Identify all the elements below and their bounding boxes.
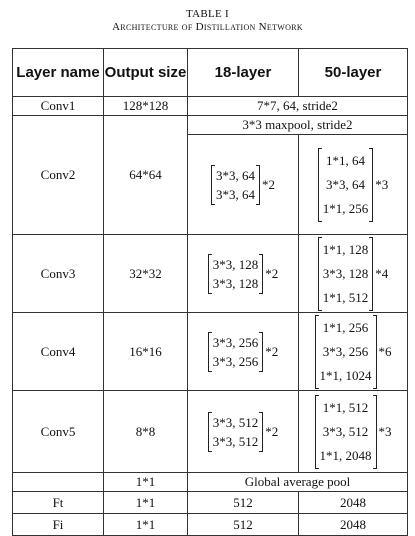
conv3-row: Conv3 32*32 3*3, 128 3*3, 128 *2 1*1, 128 3*3,… <box>12 234 408 313</box>
output-size-cell: 8*8 <box>103 390 188 473</box>
matrix-row: 1*1, 512 <box>322 399 369 415</box>
fi-row: Fi 1*1 512 2048 <box>12 513 408 536</box>
conv1-config-cell: 7*7, 64, stride2 <box>187 96 408 116</box>
block-matrix: 1*1, 128 3*3, 128 1*1, 512 *4 <box>317 236 389 311</box>
matrix-row: 3*3, 128 <box>322 265 369 281</box>
header-output-size: Output size <box>103 48 188 97</box>
matrix-row: 3*3, 256 <box>212 334 259 350</box>
matrix-row: 1*1, 64 <box>326 152 365 168</box>
block-50-layer-cell: 1*1, 512 3*3, 512 1*1, 2048 *3 <box>298 390 408 473</box>
matrix-row: 1*1, 256 <box>322 319 369 335</box>
layer-name-cell: Conv2 <box>12 115 104 235</box>
output-size-cell: 64*64 <box>103 115 188 235</box>
block-50-layer-cell: 1*1, 64 3*3, 64 1*1, 256 *3 <box>298 134 408 235</box>
output-size-cell: 32*32 <box>103 234 188 313</box>
layer-name-cell: Conv4 <box>12 312 104 391</box>
output-size-cell: 1*1 <box>103 491 188 514</box>
bracket-matrix: 1*1, 256 3*3, 256 1*1, 1024 <box>314 314 377 389</box>
table-label: TABLE I <box>185 8 230 20</box>
repeat-count: *4 <box>375 265 389 281</box>
repeat-count: *2 <box>265 343 279 359</box>
bracket-matrix: 1*1, 64 3*3, 64 1*1, 256 <box>317 147 374 222</box>
matrix-row: 3*3, 64 <box>216 186 255 202</box>
matrix-row: 1*1, 1024 <box>319 367 372 383</box>
conv1-row: Conv1 128*128 7*7, 64, stride2 <box>12 96 408 116</box>
matrix-row: 1*1, 128 <box>322 241 369 257</box>
value-18-layer-cell: 512 <box>187 513 299 536</box>
bracket-matrix: 1*1, 128 3*3, 128 1*1, 512 <box>317 236 374 311</box>
output-size-cell: 16*16 <box>103 312 188 391</box>
value-18-layer-cell: 512 <box>187 491 299 514</box>
matrix-row: 3*3, 128 <box>212 256 259 272</box>
value-50-layer-cell: 2048 <box>298 513 408 536</box>
matrix-row: 1*1, 512 <box>322 289 369 305</box>
matrix-row: 1*1, 2048 <box>319 447 372 463</box>
output-size-cell: 128*128 <box>103 96 188 116</box>
conv2-block-row: 3*3, 64 3*3, 64 *2 1*1, 64 3*3, 64 1*1, 256 *3 <box>13 134 408 235</box>
block-18-layer-cell: 3*3, 128 3*3, 128 *2 <box>187 234 299 313</box>
header-18-layer: 18-layer <box>187 48 299 97</box>
layer-name-cell: Conv5 <box>12 390 104 473</box>
block-18-layer-cell: 3*3, 256 3*3, 256 *2 <box>187 312 299 391</box>
repeat-count: *2 <box>265 265 279 281</box>
block-18-layer-cell: 3*3, 64 3*3, 64 *2 <box>187 134 299 235</box>
block-matrix: 1*1, 64 3*3, 64 1*1, 256 *3 <box>317 147 389 222</box>
layer-name-cell: Conv3 <box>12 234 104 313</box>
output-size-cell: 1*1 <box>103 472 188 492</box>
conv2-maxpool-row: Conv2 64*64 3*3 maxpool, stride2 <box>12 115 408 235</box>
ft-row: Ft 1*1 512 2048 <box>12 491 408 514</box>
table-title: Architecture of Distillation Network <box>112 21 303 33</box>
matrix-row: 3*3, 128 <box>212 275 259 291</box>
repeat-count: *2 <box>265 423 279 439</box>
matrix-row: 3*3, 256 <box>322 343 369 359</box>
repeat-count: *6 <box>378 343 392 359</box>
repeat-count: *3 <box>375 176 389 192</box>
global-pool-cell: Global average pool <box>187 472 408 492</box>
bracket-matrix: 3*3, 256 3*3, 256 <box>207 331 264 372</box>
block-50-layer-cell: 1*1, 128 3*3, 128 1*1, 512 *4 <box>298 234 408 313</box>
layer-name-cell: Ft <box>12 491 104 514</box>
header-layer-name: Layer name <box>12 48 104 97</box>
block-18-layer-cell: 3*3, 512 3*3, 512 *2 <box>187 390 299 473</box>
matrix-row: 3*3, 512 <box>212 433 259 449</box>
block-50-layer-cell: 1*1, 256 3*3, 256 1*1, 1024 *6 <box>298 312 408 391</box>
header-row: Layer name Output size 18-layer 50-layer <box>12 48 408 97</box>
bracket-matrix: 3*3, 128 3*3, 128 <box>207 253 264 294</box>
block-matrix: 3*3, 256 3*3, 256 *2 <box>207 331 279 372</box>
matrix-row: 3*3, 512 <box>212 414 259 430</box>
table-body: Layer name Output size 18-layer 50-layer… <box>12 48 408 536</box>
layer-name-cell: Conv1 <box>12 96 104 116</box>
matrix-row: 1*1, 256 <box>322 200 369 216</box>
block-matrix: 3*3, 512 3*3, 512 *2 <box>207 411 279 452</box>
block-matrix: 3*3, 128 3*3, 128 *2 <box>207 253 279 294</box>
matrix-row: 3*3, 64 <box>216 167 255 183</box>
bracket-matrix: 3*3, 512 3*3, 512 <box>207 411 264 452</box>
global-pool-row: 1*1 Global average pool <box>12 472 408 492</box>
matrix-row: 3*3, 256 <box>212 353 259 369</box>
output-size-cell: 1*1 <box>103 513 188 536</box>
repeat-count: *3 <box>378 423 392 439</box>
bracket-matrix: 3*3, 64 3*3, 64 <box>211 164 260 205</box>
maxpool-cell: 3*3 maxpool, stride2 <box>187 115 408 135</box>
block-matrix: 3*3, 64 3*3, 64 *2 <box>211 164 275 205</box>
block-matrix: 1*1, 512 3*3, 512 1*1, 2048 *3 <box>314 394 392 469</box>
repeat-count: *2 <box>262 176 275 192</box>
conv4-row: Conv4 16*16 3*3, 256 3*3, 256 *2 1*1, 256 3*3,… <box>12 312 408 391</box>
header-50-layer: 50-layer <box>298 48 408 97</box>
empty-layer-name-cell <box>12 472 104 492</box>
block-matrix: 1*1, 256 3*3, 256 1*1, 1024 *6 <box>314 314 392 389</box>
architecture-table: Layer name Output size 18-layer 50-layer… <box>12 48 408 536</box>
bracket-matrix: 1*1, 512 3*3, 512 1*1, 2048 <box>314 394 377 469</box>
matrix-row: 3*3, 64 <box>326 176 365 192</box>
conv5-row: Conv5 8*8 3*3, 512 3*3, 512 *2 1*1, 512 3*3, 5… <box>12 390 408 473</box>
value-50-layer-cell: 2048 <box>298 491 408 514</box>
layer-name-cell: Fi <box>12 513 104 536</box>
matrix-row: 3*3, 512 <box>322 423 369 439</box>
